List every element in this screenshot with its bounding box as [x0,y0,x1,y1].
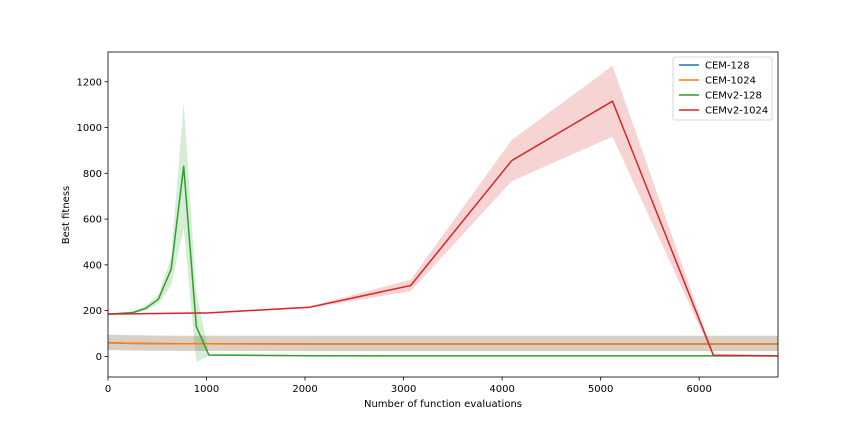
y-tick-label: 0 [96,352,102,363]
legend-label: CEM-128 [705,61,750,72]
legend-label: CEMv2-1024 [705,106,768,117]
series-line-cemv2-128 [107,165,778,357]
legend-label: CEM-1024 [705,76,756,87]
legend-box [672,56,773,121]
y-tick-label: 200 [83,306,102,317]
band-cem-128 [108,334,778,352]
y-axis: 0 200 400 600 800 1000 1200 [77,77,108,363]
series-line-cem-1024 [107,341,778,345]
bands-layer [108,65,778,363]
band-cem-1024 [108,334,778,352]
lines-layer [107,100,779,357]
x-axis-title: Number of function evaluations [364,399,522,410]
x-axis: 0 1000 2000 3000 4000 5000 6000 [105,377,712,395]
x-tick-label: 1000 [194,384,219,395]
band-cemv2-128 [108,102,778,363]
plot-frame [107,51,779,378]
x-tick-label: 4000 [489,384,514,395]
x-tick-label: 0 [105,384,111,395]
y-tick-label: 1200 [77,77,102,88]
x-tick-label: 6000 [686,384,711,395]
series-line-cemv2-1024 [107,100,779,357]
x-tick-label: 5000 [588,384,613,395]
legend-label: CEMv2-128 [705,91,762,102]
legend: CEM-128 CEM-1024 CEMv2-128 CEMv2-1024 [672,56,773,121]
x-tick-label: 3000 [391,384,416,395]
x-tick-label: 2000 [292,384,317,395]
y-axis-title: Best fitness [61,186,72,244]
y-tick-label: 600 [83,215,102,226]
y-tick-label: 400 [83,260,102,271]
y-tick-label: 1000 [77,123,102,134]
y-tick-label: 800 [83,169,102,180]
